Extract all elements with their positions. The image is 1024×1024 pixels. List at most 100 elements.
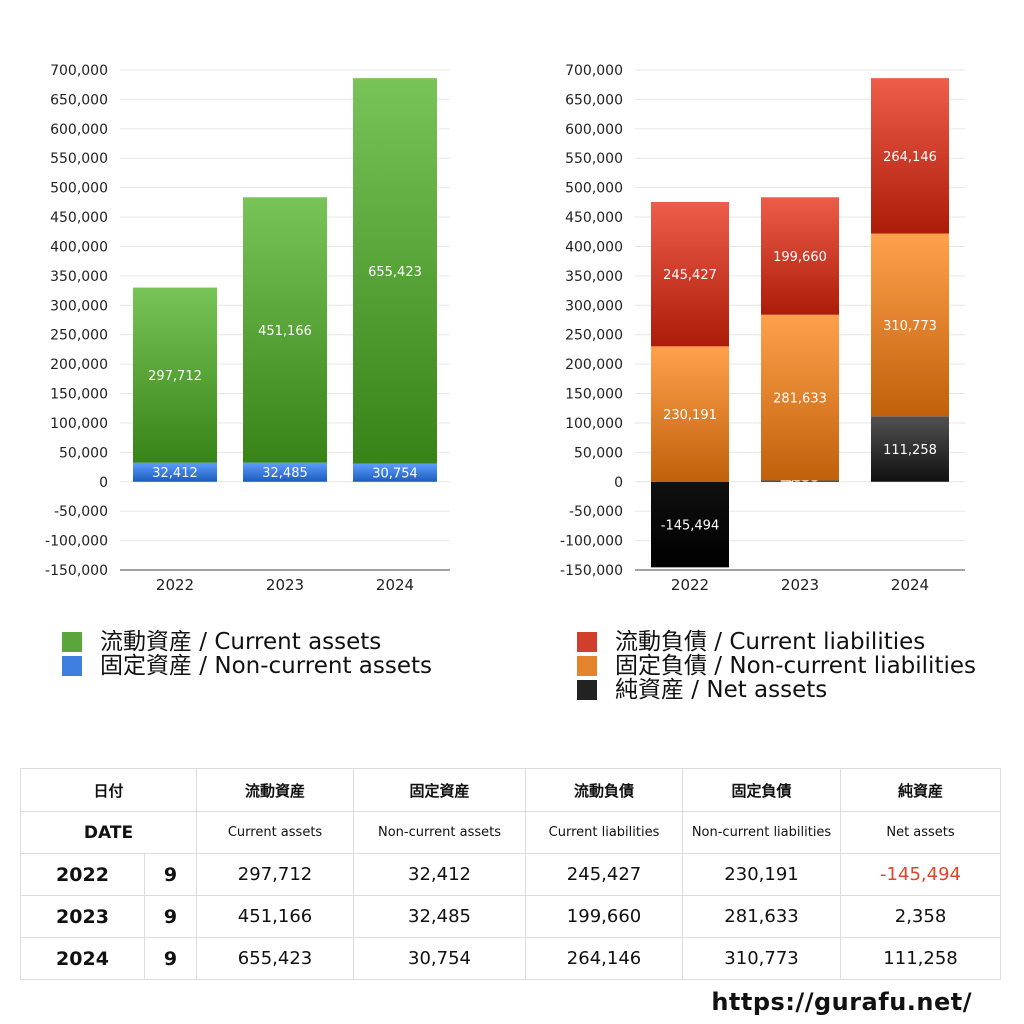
- y-tick-label: 500,000: [50, 181, 108, 197]
- bar-segment: [133, 462, 217, 482]
- data-label: 655,423: [368, 265, 422, 280]
- legend-item-net-assets: 純資産 / Net assets: [577, 678, 976, 702]
- y-tick-label: 600,000: [565, 122, 623, 138]
- y-tick-label: 600,000: [50, 122, 108, 138]
- site-url: https://gurafu.net/: [711, 988, 972, 1016]
- cell-net-assets: -145,494: [840, 853, 1002, 896]
- table-row: 2022 9 297,712 32,412 245,427 230,191 -1…: [20, 853, 1002, 896]
- y-tick-label: 350,000: [565, 269, 623, 285]
- row-year: 2023: [20, 895, 145, 938]
- y-tick-label: 0: [614, 475, 623, 491]
- y-tick-label: 100,000: [565, 416, 623, 432]
- legend-swatch: [577, 632, 597, 652]
- cell-noncurrent-liabilities: 230,191: [682, 853, 842, 896]
- header-current-liabilities-en: Current liabilities: [525, 811, 684, 854]
- legend-label: 固定負債 / Non-current liabilities: [615, 653, 976, 679]
- y-tick-label: 100,000: [50, 416, 108, 432]
- cell-current-liabilities: 199,660: [525, 895, 684, 938]
- cell-current-liabilities: 264,146: [525, 937, 684, 980]
- legend-item-noncurrent-assets: 固定資産 / Non-current assets: [62, 654, 432, 678]
- y-tick-label: 150,000: [565, 387, 623, 403]
- legend-item-noncurrent-liabilities: 固定負債 / Non-current liabilities: [577, 654, 976, 678]
- row-month: 9: [143, 853, 198, 896]
- bar-segment: [133, 287, 217, 463]
- x-tick-label: 2024: [376, 576, 414, 594]
- bar-segment: [353, 463, 437, 482]
- y-tick-label: 550,000: [50, 151, 108, 167]
- legend-swatch: [62, 656, 82, 676]
- x-tick-label: 2022: [156, 576, 194, 594]
- header-current-liabilities-jp: 流動負債: [525, 768, 684, 812]
- cell-current-assets: 297,712: [196, 853, 355, 896]
- cell-net-assets: 2,358: [840, 895, 1002, 938]
- x-tick-label: 2023: [266, 576, 304, 594]
- assets-chart: -150,000 -100,000 -50,000 0 50,000 100,000 150…: [45, 63, 450, 594]
- legend-label: 純資産 / Net assets: [615, 677, 828, 703]
- y-tick-label: 250,000: [50, 328, 108, 344]
- cell-current-assets: 451,166: [196, 895, 355, 938]
- data-label: 32,412: [152, 466, 198, 481]
- bar-segment: [353, 78, 437, 464]
- y-tick-label: 50,000: [574, 445, 623, 461]
- table-row: 2023 9 451,166 32,485 199,660 281,633 2,…: [20, 895, 1002, 938]
- cell-noncurrent-assets: 32,412: [353, 853, 527, 896]
- cell-net-assets: 111,258: [840, 937, 1002, 980]
- y-tick-label: -150,000: [45, 563, 108, 579]
- row-month: 9: [143, 937, 198, 980]
- bar-segment: [761, 314, 839, 481]
- bar-segment: [243, 462, 327, 482]
- data-label: -145,494: [661, 519, 719, 534]
- data-label: 245,427: [663, 268, 717, 283]
- y-tick-label: 450,000: [50, 210, 108, 226]
- header-net-assets-jp: 純資産: [840, 768, 1002, 812]
- y-tick-label: 250,000: [565, 328, 623, 344]
- bar-segment: [871, 233, 949, 417]
- table-header-jp: 日付 流動資産 固定資産 流動負債 固定負債 純資産: [19, 768, 1002, 812]
- y-tick-label: 0: [99, 475, 108, 491]
- x-tick-label: 2022: [671, 576, 709, 594]
- assets-legend: 流動資産 / Current assets 固定資産 / Non-current…: [62, 630, 432, 678]
- data-label: 451,166: [258, 324, 312, 339]
- y-tick-label: 500,000: [565, 181, 623, 197]
- y-tick-label: 300,000: [50, 298, 108, 314]
- legend-swatch: [577, 656, 597, 676]
- data-label: 264,146: [883, 150, 937, 165]
- bar-segment: [651, 201, 729, 347]
- y-tick-label: 650,000: [565, 92, 623, 108]
- data-label: 281,633: [773, 392, 827, 407]
- liabilities-legend: 流動負債 / Current liabilities 固定負債 / Non-cu…: [577, 630, 976, 702]
- y-tick-label: 150,000: [50, 387, 108, 403]
- header-current-assets-en: Current assets: [196, 811, 355, 854]
- cell-noncurrent-liabilities: 281,633: [682, 895, 842, 938]
- y-tick-label: 200,000: [50, 357, 108, 373]
- y-tick-label: 200,000: [565, 357, 623, 373]
- bar-segment: [651, 481, 729, 568]
- header-noncurrent-assets-jp: 固定資産: [353, 768, 527, 812]
- cell-current-liabilities: 245,427: [525, 853, 684, 896]
- y-tick-label: 350,000: [50, 269, 108, 285]
- data-label: 32,485: [262, 466, 308, 481]
- table-header-en: DATE Current assets Non-current assets C…: [19, 811, 1002, 854]
- bar-segment: [761, 480, 839, 482]
- legend-label: 流動資産 / Current assets: [100, 629, 382, 655]
- header-net-assets-en: Net assets: [840, 811, 1002, 854]
- legend-label: 固定資産 / Non-current assets: [100, 653, 433, 679]
- x-tick-label: 2024: [891, 576, 929, 594]
- cell-noncurrent-liabilities: 310,773: [682, 937, 842, 980]
- y-tick-label: 650,000: [50, 92, 108, 108]
- bar-segment: [243, 197, 327, 463]
- y-tick-label: 300,000: [565, 298, 623, 314]
- header-current-assets-jp: 流動資産: [196, 768, 355, 812]
- data-label: 30,754: [372, 467, 418, 482]
- y-tick-label: -100,000: [560, 534, 623, 550]
- y-tick-label: -100,000: [45, 534, 108, 550]
- x-tick-label: 2023: [781, 576, 819, 594]
- data-label: 230,191: [663, 408, 717, 423]
- y-tick-label: 550,000: [565, 151, 623, 167]
- cell-noncurrent-assets: 30,754: [353, 937, 527, 980]
- y-tick-label: 700,000: [565, 63, 623, 79]
- y-tick-label: 50,000: [59, 445, 108, 461]
- header-date-en: DATE: [19, 811, 198, 854]
- y-tick-label: 700,000: [50, 63, 108, 79]
- table-row: 2024 9 655,423 30,754 264,146 310,773 11…: [20, 937, 1002, 980]
